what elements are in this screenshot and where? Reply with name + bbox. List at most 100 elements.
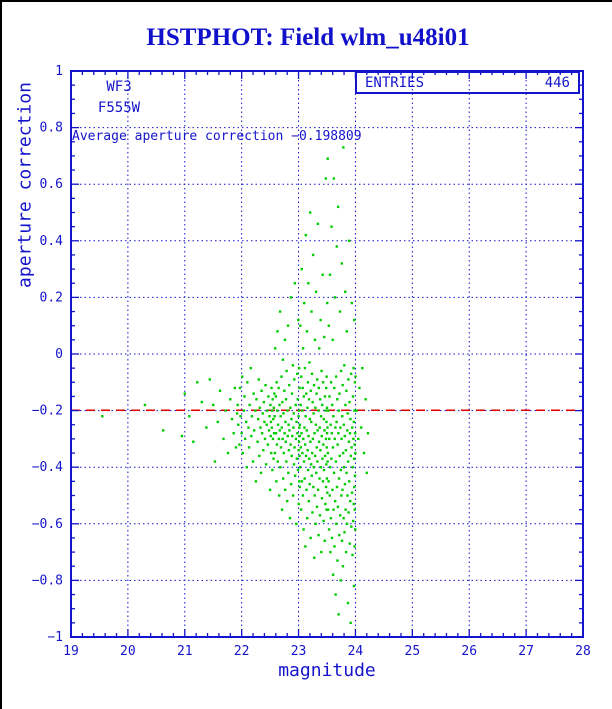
data-point xyxy=(272,406,276,409)
data-point xyxy=(353,545,356,548)
data-point xyxy=(281,437,284,441)
data-point xyxy=(342,516,345,520)
data-point xyxy=(312,412,315,415)
data-point xyxy=(353,409,356,412)
data-point xyxy=(346,460,350,463)
y-tick-label: −0.6 xyxy=(32,517,63,532)
data-point xyxy=(324,437,328,441)
data-point xyxy=(302,528,305,531)
data-point xyxy=(350,446,353,449)
data-point xyxy=(298,466,302,469)
data-point xyxy=(295,522,298,525)
camera-label: WF3 xyxy=(106,79,132,95)
data-point xyxy=(330,225,333,228)
data-point xyxy=(299,446,303,449)
data-point xyxy=(243,395,246,398)
data-point xyxy=(292,426,295,429)
data-point xyxy=(262,449,265,452)
data-point xyxy=(321,381,325,384)
data-point xyxy=(300,267,303,271)
data-point xyxy=(325,386,328,390)
data-point xyxy=(333,437,336,441)
data-point xyxy=(333,499,337,503)
data-point xyxy=(297,449,300,452)
data-point xyxy=(292,412,295,415)
data-point xyxy=(330,457,333,460)
data-point xyxy=(289,296,293,299)
data-point xyxy=(339,468,343,472)
data-point xyxy=(314,423,318,426)
data-point xyxy=(236,403,239,407)
data-point xyxy=(286,324,290,327)
data-point xyxy=(353,432,357,435)
data-point xyxy=(344,550,348,554)
data-point xyxy=(318,477,321,480)
data-point xyxy=(283,389,286,392)
data-point xyxy=(318,398,322,401)
data-point xyxy=(290,392,294,395)
data-point xyxy=(337,409,341,412)
data-point xyxy=(331,338,334,342)
data-point xyxy=(249,366,252,370)
data-point xyxy=(275,480,278,483)
data-point xyxy=(295,420,298,424)
data-point xyxy=(322,417,326,421)
data-point xyxy=(304,233,308,237)
data-point xyxy=(260,432,264,435)
data-point xyxy=(250,434,253,438)
data-point xyxy=(291,494,295,497)
data-point xyxy=(337,613,340,616)
data-point xyxy=(262,400,266,404)
data-point xyxy=(317,409,320,412)
data-point xyxy=(354,375,357,378)
data-point xyxy=(333,386,336,390)
data-point xyxy=(354,451,357,455)
data-point xyxy=(290,417,293,421)
data-point xyxy=(235,412,239,415)
data-point xyxy=(243,437,247,441)
data-point xyxy=(335,522,338,525)
data-point xyxy=(250,415,254,418)
data-point xyxy=(340,437,343,441)
data-point xyxy=(345,330,348,333)
data-point xyxy=(296,398,299,401)
y-tick-label: 0.4 xyxy=(40,234,64,249)
data-point xyxy=(222,437,225,441)
data-point xyxy=(299,324,302,327)
data-point xyxy=(307,398,311,401)
data-point xyxy=(352,437,355,441)
data-point xyxy=(338,392,341,395)
data-point xyxy=(336,505,340,509)
data-point xyxy=(354,528,357,531)
data-point xyxy=(311,437,315,441)
data-point xyxy=(238,386,242,390)
data-point xyxy=(297,409,301,412)
data-point xyxy=(283,488,287,492)
data-point xyxy=(254,409,257,412)
data-point xyxy=(321,480,325,483)
data-point xyxy=(348,542,351,545)
data-point xyxy=(332,177,336,180)
data-point xyxy=(272,417,275,421)
data-point xyxy=(292,463,296,466)
data-point xyxy=(364,398,367,401)
data-point xyxy=(208,378,212,381)
data-point xyxy=(212,403,215,407)
data-point xyxy=(349,499,352,503)
data-point xyxy=(350,301,354,305)
data-point xyxy=(341,565,345,568)
data-point xyxy=(224,409,227,412)
data-point xyxy=(322,443,325,446)
data-point xyxy=(278,403,281,407)
data-point xyxy=(266,409,269,412)
data-point xyxy=(333,296,337,299)
data-point xyxy=(353,443,356,446)
data-point xyxy=(362,451,366,455)
data-point xyxy=(300,409,304,412)
data-point xyxy=(313,338,317,342)
x-tick-label: 26 xyxy=(461,644,477,659)
data-point xyxy=(318,514,322,517)
data-point xyxy=(335,245,338,248)
data-point xyxy=(307,434,310,438)
